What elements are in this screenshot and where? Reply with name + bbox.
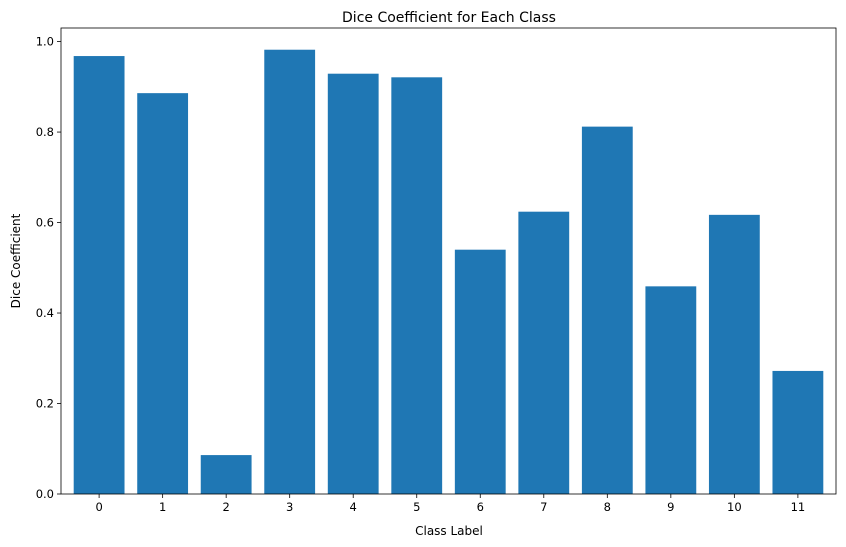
bar-class-5 (391, 77, 443, 494)
x-axis-label: Class Label (415, 524, 483, 538)
bar-class-4 (327, 73, 379, 494)
bar-class-3 (264, 49, 316, 494)
x-tick-label: 11 (791, 500, 806, 514)
x-tick-label: 2 (222, 500, 229, 514)
y-tick-label: 0.6 (36, 216, 54, 230)
bar-class-9 (645, 286, 697, 494)
bar-class-7 (518, 211, 570, 494)
x-tick-label: 3 (286, 500, 293, 514)
y-tick-label: 0.2 (36, 397, 54, 411)
bars-group (73, 49, 824, 495)
x-tick-label: 8 (604, 500, 611, 514)
x-tick-label: 9 (667, 500, 674, 514)
y-tick-label: 1.0 (36, 35, 54, 49)
x-axis: 0 1 2 3 4 5 6 7 8 9 10 11 (95, 494, 805, 514)
y-axis-label: Dice Coefficient (9, 213, 23, 308)
x-tick-label: 7 (540, 500, 547, 514)
y-axis: 0.0 0.2 0.4 0.6 0.8 1.0 (36, 35, 61, 501)
y-tick-label: 0.8 (36, 125, 54, 139)
bar-class-2 (200, 455, 252, 494)
bar-class-1 (137, 93, 189, 495)
x-tick-label: 0 (95, 500, 102, 514)
x-tick-label: 5 (413, 500, 420, 514)
x-tick-label: 10 (727, 500, 742, 514)
chart-title: Dice Coefficient for Each Class (342, 10, 556, 26)
x-tick-label: 4 (350, 500, 357, 514)
y-tick-label: 0.4 (36, 306, 54, 320)
bar-class-6 (454, 249, 506, 494)
bar-class-10 (708, 214, 760, 494)
x-tick-label: 6 (477, 500, 484, 514)
plot-frame (60, 27, 837, 495)
bar-class-8 (581, 126, 633, 494)
x-tick-label: 1 (159, 500, 166, 514)
bar-class-0 (73, 56, 125, 495)
bar-class-11 (772, 370, 824, 494)
y-tick-label: 0.0 (36, 487, 54, 501)
